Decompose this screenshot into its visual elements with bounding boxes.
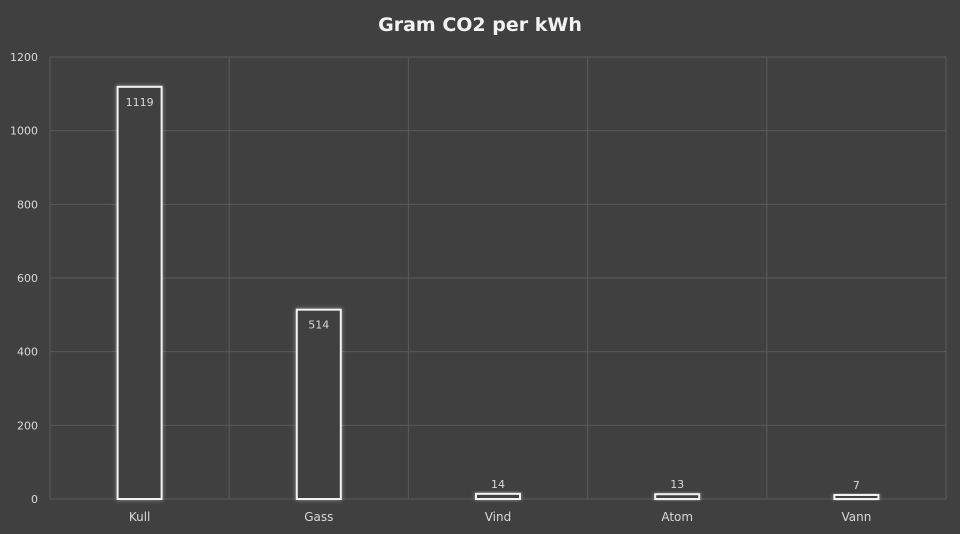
x-tick-label-kull: Kull — [129, 510, 151, 524]
x-tick-label-atom: Atom — [661, 510, 693, 524]
data-label-kull: 1119 — [126, 96, 154, 109]
data-labels: 1119 514 14 13 7 — [126, 96, 860, 492]
bar-kull — [116, 85, 163, 501]
y-tick-label: 0 — [31, 493, 38, 506]
bar-gass — [295, 308, 342, 500]
data-label-atom: 13 — [670, 478, 684, 491]
gridlines — [49, 56, 947, 500]
y-tick-label: 1000 — [10, 125, 38, 138]
y-tick-label: 400 — [17, 346, 38, 359]
bar-atom — [654, 493, 701, 501]
y-tick-label: 1200 — [10, 51, 38, 64]
chart-title: Gram CO2 per kWh — [378, 14, 582, 36]
x-axis-ticks: Kull Gass Vind Atom Vann — [129, 510, 871, 524]
y-tick-label: 600 — [17, 272, 38, 285]
x-tick-label-vind: Vind — [485, 510, 512, 524]
x-tick-label-gass: Gass — [304, 510, 333, 524]
y-tick-label: 200 — [17, 419, 38, 432]
bar-vann — [833, 494, 880, 500]
bars — [116, 85, 880, 501]
data-label-vann: 7 — [853, 479, 860, 492]
data-label-vind: 14 — [491, 478, 505, 491]
y-tick-label: 800 — [17, 198, 38, 211]
y-axis-ticks: 0 200 400 600 800 1000 1200 — [10, 51, 38, 506]
data-label-gass: 514 — [308, 319, 329, 332]
x-tick-label-vann: Vann — [841, 510, 871, 524]
bar-vind — [475, 492, 521, 500]
